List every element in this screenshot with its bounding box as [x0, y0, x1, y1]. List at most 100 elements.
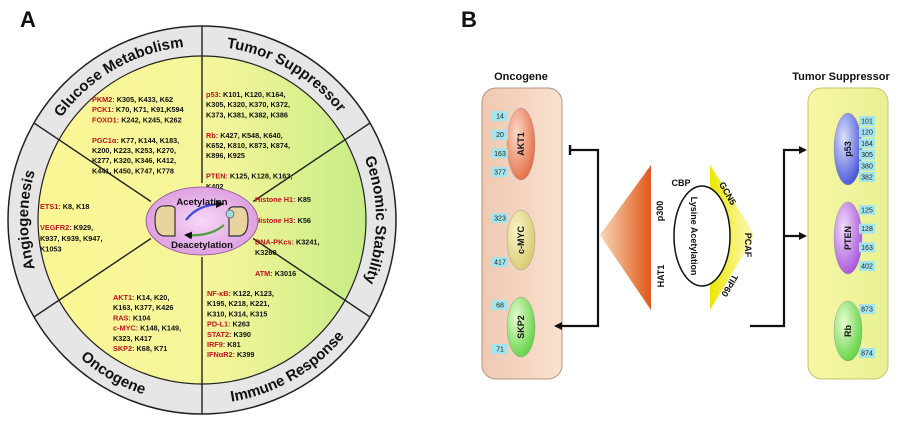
site-entry: p53: K101, K120, K164,: [206, 90, 286, 99]
site-label: 402: [861, 264, 873, 271]
site-box: [492, 213, 508, 223]
section-divider: [252, 122, 371, 203]
site-entry: K310, K314, K315: [207, 309, 267, 318]
site-box: [859, 223, 875, 234]
site-label: 305: [861, 152, 873, 159]
oncogene-title: Oncogene: [494, 71, 548, 83]
site-label: 120: [861, 130, 873, 137]
site-label: 68: [496, 303, 504, 310]
site-entry: PGC1α: K77, K144, K183,: [92, 136, 179, 145]
site-entry: K305, K320, K370, K372,: [206, 100, 290, 109]
site-label: 163: [494, 151, 506, 158]
site-entry: K163, K377, K426: [113, 303, 173, 312]
hub-ellipse: [673, 185, 731, 287]
site-entry: Histone H1: K85: [255, 195, 311, 204]
site-entry: K195, K218, K221,: [207, 299, 269, 308]
enzyme-hat1: HAT1: [656, 265, 666, 288]
site-label: 380: [861, 163, 873, 170]
site-box: [859, 242, 875, 253]
gene-ellipse: [506, 209, 536, 271]
site-entry: K373, K381, K382, K386: [206, 110, 288, 119]
site-label: 873: [861, 307, 873, 314]
site-entry: K3260: [255, 248, 277, 257]
acetylation-center: Acetylation Deacetylation: [145, 186, 259, 256]
site-entry: K652, K810, K873, K874,: [206, 141, 290, 150]
section-divider: [33, 122, 152, 203]
tumor-suppressor-title: Tumor Suppressor: [792, 71, 890, 83]
site-label: 128: [861, 226, 873, 233]
site-label: 323: [494, 216, 506, 223]
site-entry: PCK1: K70, K71, K91,K594: [92, 105, 185, 114]
site-label: 163: [861, 245, 873, 252]
site-entry: K277, K320, K346, K412,: [92, 156, 176, 165]
gene-ellipse: [506, 296, 536, 358]
akt1-skp2-regulation-line: [554, 145, 600, 330]
site-entry: DNA-PKcs: K3241,: [255, 237, 319, 246]
site-box: [859, 127, 875, 138]
site-box: [859, 304, 875, 314]
gene-label: AKT1: [516, 132, 526, 156]
site-label: 417: [494, 260, 506, 267]
gene-ellipse: [833, 201, 863, 275]
site-box: [859, 138, 875, 149]
site-box: [859, 149, 875, 160]
site-label: 125: [861, 208, 873, 215]
site-entry: K896, K925: [206, 151, 245, 160]
site-entry: NF-κB: K122, K123,: [207, 289, 274, 298]
acetyl-group-icon: [225, 209, 235, 219]
site-entry: PD-L1: K263: [207, 320, 250, 329]
site-entry: IRF9: K81: [207, 340, 241, 349]
site-entry: Histone H3: K56: [255, 216, 311, 225]
site-entry: RAS: K104: [113, 313, 151, 322]
site-entry: K1053: [40, 244, 62, 253]
site-box: [492, 257, 508, 267]
gene-label: Rb: [843, 325, 853, 337]
site-label: 164: [861, 141, 873, 148]
site-entry: K200, K223, K253, K270,: [92, 146, 176, 155]
site-entry: SKP2: K68, K71: [113, 344, 167, 353]
gene-label: SKP2: [516, 315, 526, 339]
protein-left-icon: [154, 205, 176, 237]
site-label: 101: [861, 119, 873, 126]
gene-ellipse: [506, 107, 536, 181]
enzyme-cbp: CBP: [671, 178, 690, 188]
panel-a-letter: A: [20, 7, 36, 32]
center-label-deacetylation: Deacetylation: [171, 240, 233, 251]
site-entry: K441, K450, K747, K778: [92, 166, 174, 175]
section-divider: [252, 237, 371, 318]
section-divider: [33, 237, 152, 318]
site-box: [859, 116, 875, 126]
section-dividers: [33, 26, 371, 414]
section-title: Angiogenesis: [15, 168, 39, 272]
oncogene-list: AKT1 14 20 163 377 c-MYC 323 417 SKP2 68 71: [492, 107, 536, 358]
gene-label: PTEN: [843, 226, 853, 250]
site-box: [859, 172, 875, 182]
site-label: 14: [496, 114, 504, 121]
site-label: 377: [494, 170, 506, 177]
site-entry: ATM: K3016: [255, 269, 296, 278]
site-box: [859, 160, 875, 171]
site-label: 874: [861, 351, 873, 358]
suppressor-activation-lines: [750, 146, 807, 328]
deacetylation-arrow-icon: [184, 224, 225, 240]
panel-b-letter: B: [461, 7, 477, 32]
enzyme-p300: p300: [655, 201, 665, 222]
gene-ellipse: [833, 300, 863, 362]
site-box: [859, 261, 875, 271]
site-box: [492, 344, 508, 354]
site-box: [492, 148, 508, 159]
site-label: 71: [496, 347, 504, 354]
enzyme-pcaf: PCAF: [743, 233, 753, 258]
site-entry: Rb: K427, K548, K640,: [206, 131, 283, 140]
center-ellipse: [145, 186, 259, 256]
site-entry: IFNαR2: K399: [207, 350, 254, 359]
site-entry: FOXO1: K242, K245, K262: [92, 115, 182, 124]
site-entry: c-MYC: K148, K149,: [113, 324, 181, 333]
gene-label: c-MYC: [516, 226, 526, 255]
site-box: [492, 300, 508, 310]
site-label: 382: [861, 175, 873, 182]
site-entry: K323, K417: [113, 334, 152, 343]
site-box: [492, 129, 508, 140]
tumor-suppressor-list: p53 101 120 164 305 380 382 PTEN 125 128 163 402 Rb 8…: [833, 112, 875, 362]
